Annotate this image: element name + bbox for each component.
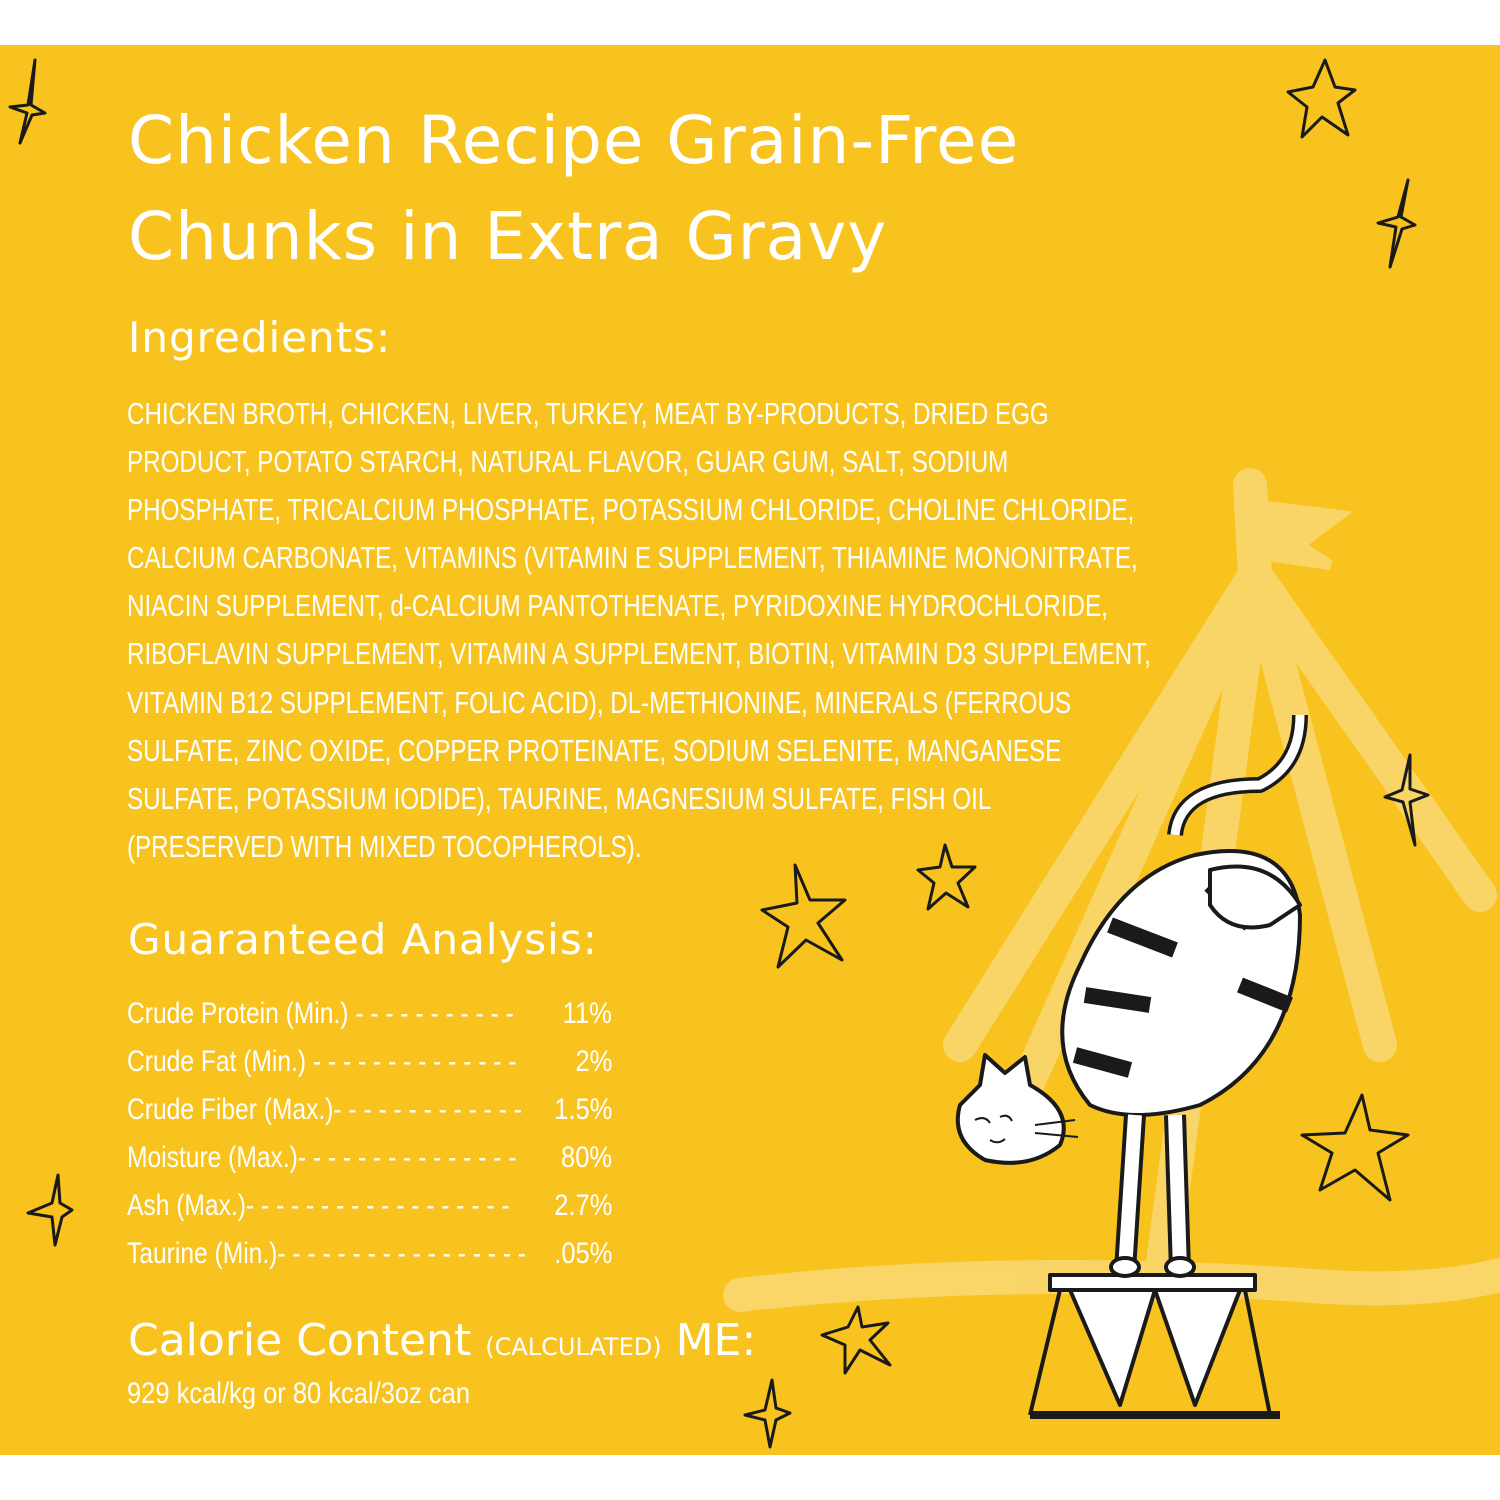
star-icon	[760, 863, 847, 969]
analysis-label: Moisture (Max.)- - - - - - - - - - - - -…	[127, 1141, 517, 1174]
analysis-row: Taurine (Min.)- - - - - - - - - - - - - …	[127, 1230, 617, 1278]
sparkle-icon	[26, 1173, 74, 1247]
analysis-label: Crude Fiber (Max.)- - - - - - - - - - - …	[127, 1093, 522, 1126]
analysis-value: .05%	[553, 1237, 612, 1270]
cat-on-pedestal-illustration	[955, 714, 1308, 1419]
sparkle-icon	[1383, 753, 1430, 847]
product-title-line-1: Chicken Recipe Grain-Free	[128, 102, 1020, 179]
analysis-label: Crude Protein (Min.) - - - - - - - - - -…	[127, 997, 514, 1030]
analysis-row: Crude Protein (Min.) - - - - - - - - - -…	[127, 990, 617, 1038]
ingredients-line: PHOSPHATE, TRICALCIUM PHOSPHATE, POTASSI…	[127, 492, 1135, 528]
analysis-value: 2%	[575, 1045, 612, 1078]
sparkle-icon	[743, 1378, 792, 1449]
star-icon	[916, 843, 977, 911]
analysis-value: 80%	[560, 1141, 612, 1174]
ingredients-line: (PRESERVED WITH MIXED TOCOPHEROLS).	[127, 828, 642, 864]
analysis-label: Ash (Max.)- - - - - - - - - - - - - - - …	[127, 1189, 510, 1222]
analysis-value: 1.5%	[553, 1093, 612, 1126]
ingredients-line: CHICKEN BROTH, CHICKEN, LIVER, TURKEY, M…	[127, 396, 1049, 431]
ingredients-line: CALCIUM CARBONATE, VITAMINS (VITAMIN E S…	[127, 540, 1138, 576]
ingredients-list: CHICKEN BROTH, CHICKEN, LIVER, TURKEY, M…	[127, 390, 1440, 871]
sparkle-icon	[1376, 178, 1417, 269]
analysis-label: Crude Fat (Min.) - - - - - - - - - - - -…	[127, 1045, 517, 1078]
star-icon	[1300, 1093, 1410, 1202]
analysis-row: Moisture (Max.)- - - - - - - - - - - - -…	[127, 1134, 617, 1182]
analysis-value: 2.7%	[553, 1189, 612, 1222]
ingredients-line: PRODUCT, POTATO STARCH, NATURAL FLAVOR, …	[127, 444, 1009, 480]
analysis-label: Taurine (Min.)- - - - - - - - - - - - - …	[127, 1237, 527, 1270]
star-icon	[820, 1305, 892, 1375]
analysis-row: Crude Fiber (Max.)- - - - - - - - - - - …	[127, 1086, 617, 1134]
product-title: Chicken Recipe Grain-Free Chunks in Extr…	[128, 93, 1019, 285]
guaranteed-analysis-table: Crude Protein (Min.) - - - - - - - - - -…	[127, 990, 617, 1278]
analysis-row: Crude Fat (Min.) - - - - - - - - - - - -…	[127, 1038, 617, 1086]
ingredients-line: RIBOFLAVIN SUPPLEMENT, VITAMIN A SUPPLEM…	[127, 636, 1151, 672]
analysis-value: 11%	[562, 997, 612, 1030]
star-icon	[1286, 58, 1357, 139]
calorie-content-value: 929 kcal/kg or 80 kcal/3oz can	[127, 1377, 471, 1410]
product-title-line-2: Chunks in Extra Gravy	[128, 198, 888, 275]
background-illustration	[8, 58, 1500, 1449]
guaranteed-analysis-heading: Guaranteed Analysis:	[128, 915, 598, 964]
ingredients-line: NIACIN SUPPLEMENT, d-CALCIUM PANTOTHENAT…	[127, 588, 1108, 624]
ingredients-heading: Ingredients:	[128, 313, 392, 362]
ingredients-line: VITAMIN B12 SUPPLEMENT, FOLIC ACID), DL-…	[127, 684, 1072, 720]
calorie-content-heading: Calorie Content (CALCULATED) ME:	[128, 1315, 757, 1366]
analysis-row: Ash (Max.)- - - - - - - - - - - - - - - …	[127, 1182, 617, 1230]
sparkle-icon	[8, 58, 47, 145]
ingredients-line: SULFATE, POTASSIUM IODIDE), TAURINE, MAG…	[127, 780, 992, 816]
calorie-qualifier: (CALCULATED)	[485, 1333, 662, 1361]
ingredients-line: SULFATE, ZINC OXIDE, COPPER PROTEINATE, …	[127, 732, 1062, 768]
product-label-panel: Chicken Recipe Grain-Free Chunks in Extr…	[0, 45, 1500, 1455]
